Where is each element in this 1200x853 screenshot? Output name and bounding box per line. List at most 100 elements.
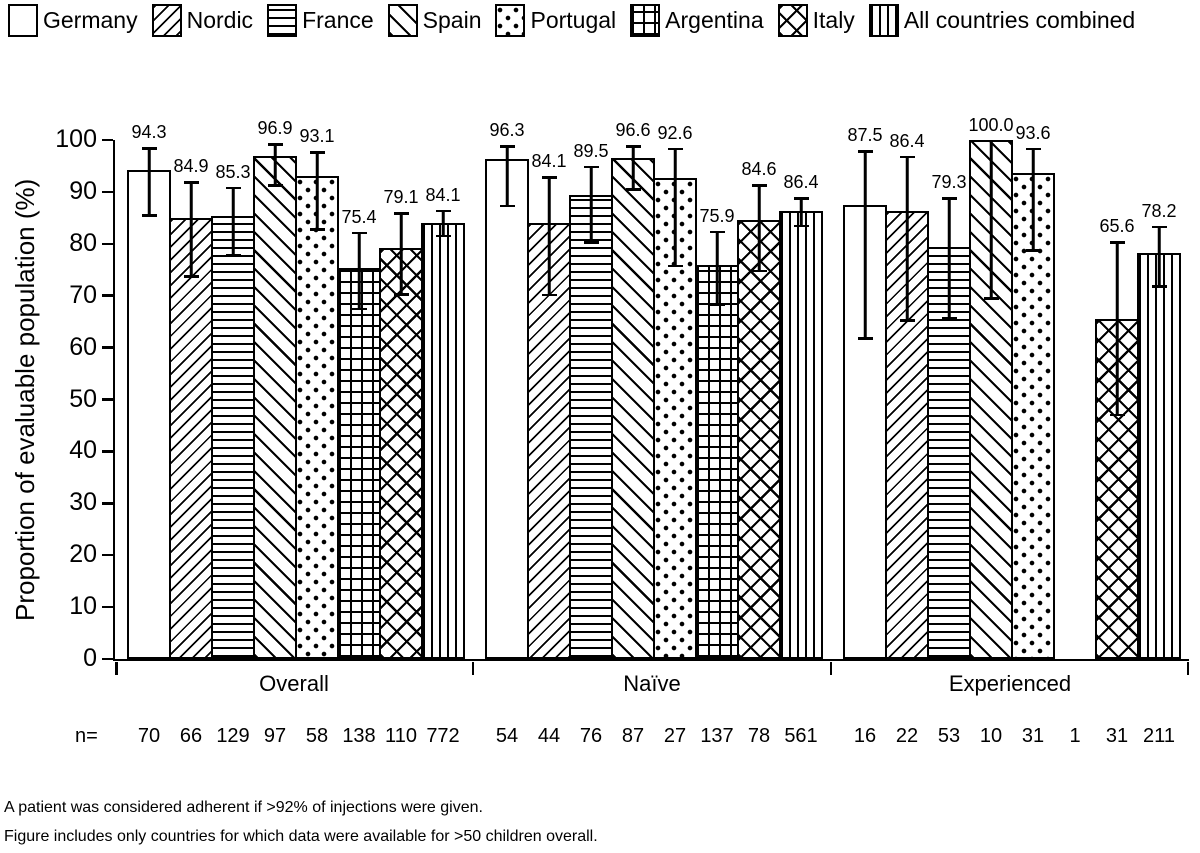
group-label-experienced: Experienced xyxy=(948,671,1072,696)
errorbar-experienced-italy xyxy=(1109,241,1125,417)
y-tick-label: 60 xyxy=(69,332,97,361)
bar-na-ve-germany xyxy=(485,159,529,659)
errorbar-overall-germany xyxy=(141,147,157,217)
y-axis-tick xyxy=(102,138,113,142)
errorbar-cap-bottom xyxy=(141,214,157,217)
errorbar-cap-top xyxy=(857,150,873,153)
n-value-na-ve-france: 76 xyxy=(579,725,603,747)
legend-swatch-nordic-icon xyxy=(151,4,182,37)
legend-label: France xyxy=(302,7,374,33)
bar-overall-france xyxy=(211,216,255,659)
legend-swatch-germany-icon xyxy=(8,4,38,37)
y-tick-label: 0 xyxy=(83,644,97,672)
errorbar-cap-top xyxy=(583,165,599,169)
legend-label: Spain xyxy=(422,7,482,33)
errorbar-cap-bottom xyxy=(183,275,199,278)
errorbar-line xyxy=(1115,241,1119,417)
n-value-na-ve-italy: 78 xyxy=(747,725,771,747)
value-label-na-ve-spain: 96.6 xyxy=(615,120,651,141)
y-tick-label: 20 xyxy=(69,540,97,569)
bar-overall-all-countries-combined xyxy=(421,222,465,659)
errorbar-line xyxy=(589,165,593,244)
legend-label: All countries combined xyxy=(903,7,1136,33)
errorbar-experienced-germany xyxy=(857,150,873,340)
errorbar-cap-bottom xyxy=(267,184,283,187)
n-value-overall-italy: 110 xyxy=(385,725,417,747)
errorbar-cap-top xyxy=(393,212,409,215)
errorbar-cap-top xyxy=(351,231,367,235)
errorbar-na-ve-nordic xyxy=(541,176,557,297)
errorbar-line xyxy=(547,176,551,297)
chart-legend: Germany Nordic France Spain Portugal Argentin… xyxy=(8,4,1196,37)
errorbar-line xyxy=(315,151,319,231)
errorbar-cap-bottom xyxy=(625,188,641,191)
legend-swatch-italy-icon xyxy=(777,4,808,37)
value-label-overall-germany: 94.3 xyxy=(131,122,167,143)
errorbar-cap-bottom xyxy=(899,319,915,322)
errorbar-cap-bottom xyxy=(351,307,367,311)
n-value-experienced-spain: 10 xyxy=(979,725,1003,747)
errorbar-cap-top xyxy=(625,145,641,148)
legend-item-all-countries-combined: All countries combined xyxy=(868,4,1136,37)
errorbar-cap-bottom xyxy=(541,293,557,297)
n-value-overall-portugal: 58 xyxy=(305,725,329,747)
x-axis-group-tick xyxy=(115,661,118,675)
legend-swatch-france-icon xyxy=(267,4,298,37)
errorbar-na-ve-france xyxy=(583,165,599,244)
errorbar-line xyxy=(947,197,951,320)
errorbar-na-ve-portugal xyxy=(667,147,683,268)
y-tick-label: 100 xyxy=(55,125,97,153)
errorbar-line xyxy=(1031,147,1035,252)
legend-label: Italy xyxy=(812,7,855,33)
footnote-inclusion-criteria: Figure includes only countries for which… xyxy=(4,828,598,845)
y-axis-tick xyxy=(102,450,113,453)
errorbar-line xyxy=(715,230,719,307)
errorbar-overall-italy xyxy=(393,212,409,296)
errorbar-cap-top xyxy=(941,197,957,200)
errorbar-overall-spain xyxy=(267,143,283,187)
errorbar-cap-bottom xyxy=(751,269,767,273)
n-value-overall-argentina: 138 xyxy=(342,725,376,747)
errorbar-cap-top xyxy=(309,151,325,154)
n-value-experienced-germany: 16 xyxy=(853,725,877,747)
errorbar-line xyxy=(399,212,403,296)
errorbar-line xyxy=(357,231,361,311)
y-axis-tick xyxy=(102,190,113,194)
n-value-na-ve-argentina: 137 xyxy=(700,725,734,747)
errorbar-line xyxy=(441,209,445,238)
n-value-experienced-nordic: 22 xyxy=(895,725,919,747)
legend-swatch-spain-icon xyxy=(387,4,418,37)
y-tick-label: 80 xyxy=(69,228,97,257)
value-label-overall-argentina: 75.4 xyxy=(341,206,377,227)
value-label-na-ve-france: 89.5 xyxy=(573,140,609,161)
errorbar-cap-top xyxy=(435,209,451,213)
value-label-na-ve-argentina: 75.9 xyxy=(699,205,735,226)
n-value-overall-germany: 70 xyxy=(137,725,161,747)
errorbar-overall-argentina xyxy=(351,231,367,311)
value-label-na-ve-italy: 84.6 xyxy=(741,159,777,180)
y-axis-tick xyxy=(102,605,113,609)
y-axis-tick xyxy=(102,242,113,246)
errorbar-line xyxy=(273,143,277,187)
y-tick-label: 30 xyxy=(69,488,97,517)
bar-na-ve-all-countries-combined xyxy=(779,210,823,659)
y-axis-tick xyxy=(102,502,113,505)
n-value-na-ve-germany: 54 xyxy=(495,725,519,747)
n-value-na-ve-nordic: 44 xyxy=(537,725,561,747)
n-value-na-ve-all-countries-combined: 561 xyxy=(784,725,818,747)
legend-label: Nordic xyxy=(186,7,254,33)
errorbar-line xyxy=(799,197,803,228)
errorbar-cap-bottom xyxy=(709,303,725,307)
value-label-experienced-italy: 65.6 xyxy=(1099,216,1135,237)
errorbar-cap-top xyxy=(793,197,809,200)
n-value-overall-spain: 97 xyxy=(263,725,287,747)
bar-overall-germany xyxy=(127,169,171,659)
value-label-experienced-portugal: 93.6 xyxy=(1015,122,1051,143)
errorbar-cap-bottom xyxy=(225,253,241,257)
errorbar-cap-top xyxy=(667,147,683,151)
y-axis-tick xyxy=(102,346,113,349)
group-label-overall: Overall xyxy=(259,671,329,696)
errorbar-cap-bottom xyxy=(941,316,957,320)
legend-item-portugal: Portugal xyxy=(495,4,616,37)
bar-overall-nordic xyxy=(169,218,213,659)
